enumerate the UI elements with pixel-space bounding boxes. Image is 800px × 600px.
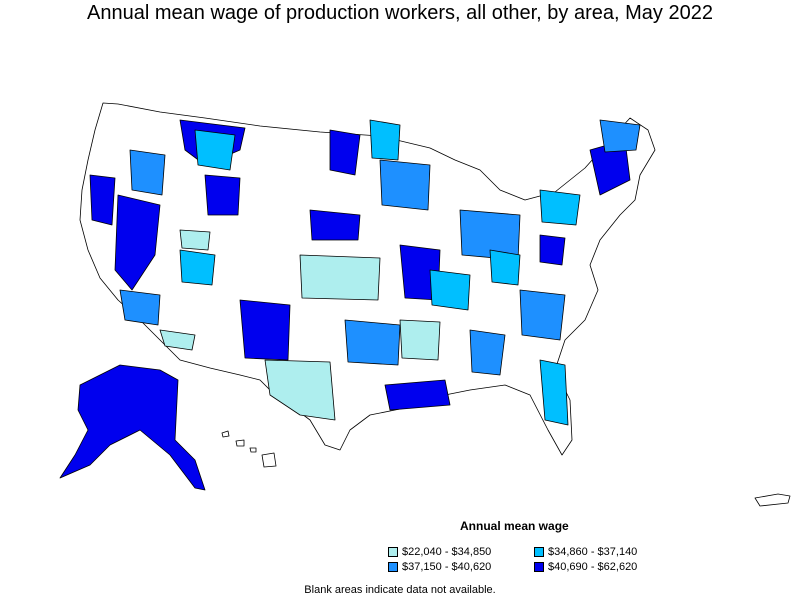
legend-item-4: $40,690 - $62,620 xyxy=(534,561,637,573)
alaska-shape xyxy=(59,364,206,491)
legend-swatch-2 xyxy=(534,547,544,557)
footnote: Blank areas indicate data not available. xyxy=(304,584,496,596)
legend-title: Annual mean wage xyxy=(460,519,569,533)
legend-swatch-3 xyxy=(388,562,398,572)
puerto-rico-shape xyxy=(754,493,791,507)
legend-label-2: $34,860 - $37,140 xyxy=(548,546,638,558)
legend-swatch-1 xyxy=(388,547,398,557)
region-low xyxy=(159,229,441,421)
legend-item-2: $34,860 - $37,140 xyxy=(534,546,637,558)
legend-label-3: $37,150 - $40,620 xyxy=(402,561,492,573)
legend-label-1: $22,040 - $34,850 xyxy=(402,546,492,558)
legend-label-4: $40,690 - $62,620 xyxy=(548,561,638,573)
map-title: Annual mean wage of production workers, … xyxy=(87,2,713,24)
legend-swatch-4 xyxy=(534,562,544,572)
region-mid xyxy=(179,119,581,426)
legend-item-3: $37,150 - $40,620 xyxy=(388,561,491,573)
legend-item-1: $22,040 - $34,850 xyxy=(388,546,491,558)
hawaii-shape xyxy=(221,430,277,468)
